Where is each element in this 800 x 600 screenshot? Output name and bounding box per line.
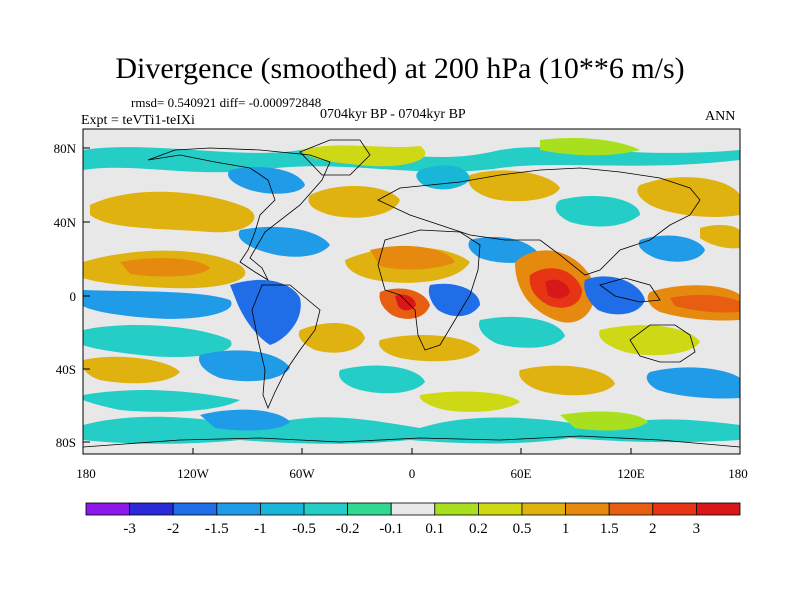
- colorbar-box: [390, 502, 436, 516]
- colorbar-labels: -3 -2 -1.5 -1 -0.5 -0.2 -0.1 0.1 0.2 0.5 1 1.5 2 3: [123, 521, 700, 537]
- colorbar-box: [216, 502, 261, 516]
- experiment-text: Expt = teVTi1-teIXi: [81, 113, 195, 128]
- lat-label: 80S: [56, 435, 76, 450]
- colorbar-box: [434, 502, 479, 516]
- south-america-outline: [251, 284, 321, 410]
- season-text: ANN: [705, 109, 736, 124]
- antarctica-outline: [83, 435, 740, 448]
- lon-label: 60W: [289, 466, 315, 481]
- colorbar-label: -0.5: [292, 521, 316, 537]
- colorbar-box: [85, 502, 130, 516]
- lon-label: 180: [76, 466, 96, 481]
- colorbar-label: -3: [123, 521, 136, 537]
- coastlines: [83, 139, 740, 448]
- lon-label: 180: [728, 466, 748, 481]
- eurasia-outline: [377, 167, 701, 276]
- colorbar: [85, 502, 741, 516]
- colorbar-label: 3: [693, 521, 701, 537]
- colorbar-label: 0.5: [513, 521, 532, 537]
- lat-label: 80N: [54, 141, 77, 156]
- colorbar-label: -0.1: [379, 521, 403, 537]
- greenland-outline: [299, 139, 371, 176]
- lat-ticks: [83, 147, 90, 443]
- colorbar-box: [172, 502, 218, 516]
- period-text: 0704kyr BP - 0704kyr BP: [320, 107, 466, 122]
- divergence-field: [83, 138, 740, 444]
- colorbar-label: -2: [167, 521, 180, 537]
- lon-label: 120E: [617, 466, 645, 481]
- north-america-outline: [147, 147, 331, 282]
- colorbar-label: 2: [649, 521, 657, 537]
- lon-label: 0: [409, 466, 416, 481]
- lon-labels: 180 120W 60W 0 60E 120E 180: [76, 466, 748, 481]
- stats-text: rmsd= 0.540921 diff= -0.000972848: [131, 95, 322, 110]
- africa-outline: [377, 229, 481, 351]
- colorbar-label: -1: [254, 521, 267, 537]
- colorbar-box: [608, 502, 654, 516]
- lon-label: 60E: [511, 466, 532, 481]
- lat-label: 0: [70, 289, 77, 304]
- colorbar-box: [129, 502, 174, 516]
- colorbar-label: 0.2: [469, 521, 488, 537]
- colorbar-box: [259, 502, 305, 516]
- colorbar-box: [521, 502, 566, 516]
- lat-label: 40S: [56, 362, 76, 377]
- lon-ticks: [192, 448, 632, 454]
- colorbar-box: [477, 502, 523, 516]
- lat-labels: 80N 40N 0 40S 80S: [54, 141, 77, 450]
- colorbar-box: [696, 502, 741, 516]
- colorbar-box: [303, 502, 348, 516]
- map-panel: [83, 129, 740, 454]
- australia-outline: [629, 324, 696, 363]
- colorbar-label: -1.5: [205, 521, 229, 537]
- lon-label: 120W: [177, 466, 210, 481]
- colorbar-box: [652, 502, 697, 516]
- colorbar-label: 1: [562, 521, 570, 537]
- colorbar-label: 0.1: [425, 521, 444, 537]
- colorbar-box: [347, 502, 392, 516]
- lat-label: 40N: [54, 215, 77, 230]
- indonesia-outline: [599, 277, 661, 303]
- map-title: Divergence (smoothed) at 200 hPa (10**6 …: [115, 52, 685, 85]
- colorbar-box: [565, 502, 610, 516]
- colorbar-label: 1.5: [600, 521, 619, 537]
- colorbar-label: -0.2: [336, 521, 360, 537]
